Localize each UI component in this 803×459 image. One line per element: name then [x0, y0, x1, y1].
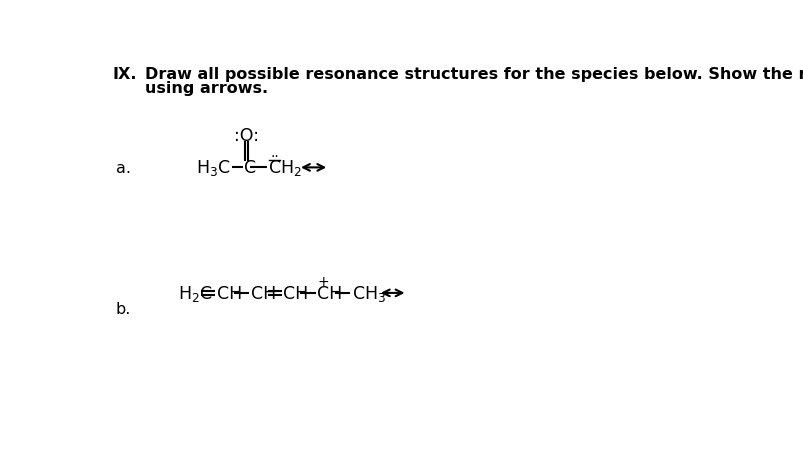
Text: IX.: IX.	[112, 67, 137, 82]
Text: a.: a.	[116, 161, 131, 176]
Text: :O:: :O:	[234, 127, 259, 145]
Text: b.: b.	[116, 301, 131, 316]
Text: $\mathrm{CH_3}$: $\mathrm{CH_3}$	[351, 283, 385, 303]
Text: CH: CH	[217, 284, 242, 302]
Text: $\mathrm{H_2C}$: $\mathrm{H_2C}$	[177, 283, 213, 303]
Text: using arrows.: using arrows.	[145, 80, 268, 95]
Text: $\mathrm{H_3C}$: $\mathrm{H_3C}$	[196, 158, 230, 178]
Text: C: C	[243, 159, 255, 177]
Text: ··: ··	[271, 150, 279, 163]
Text: Draw all possible resonance structures for the species below. Show the movement : Draw all possible resonance structures f…	[145, 67, 803, 82]
Text: CH: CH	[317, 284, 342, 302]
Text: +: +	[317, 274, 329, 288]
Text: CH: CH	[283, 284, 308, 302]
Text: $\mathrm{CH_2}$: $\mathrm{CH_2}$	[267, 158, 301, 178]
Text: CH: CH	[251, 284, 275, 302]
